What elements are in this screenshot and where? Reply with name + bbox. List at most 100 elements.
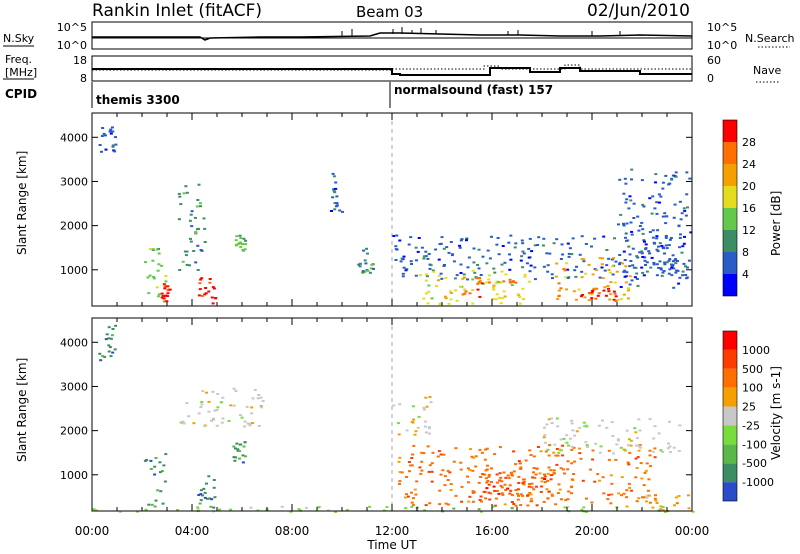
data-point [687, 507, 691, 510]
data-point [405, 429, 409, 432]
data-point [629, 444, 633, 447]
data-point [198, 288, 202, 291]
data-point [241, 461, 245, 464]
data-point [164, 280, 168, 283]
data-point [619, 286, 623, 288]
data-point [613, 281, 617, 284]
colorbar-tick-label: 100 [742, 382, 763, 395]
data-point [454, 494, 458, 497]
data-point [508, 492, 512, 495]
data-point [150, 503, 154, 506]
data-point [575, 265, 578, 268]
data-point [509, 489, 513, 492]
data-point [516, 492, 519, 495]
data-point [644, 243, 648, 246]
station-title: Rankin Inlet (fitACF) [92, 1, 262, 21]
data-point [166, 285, 170, 288]
data-point [160, 296, 164, 299]
data-point [494, 497, 498, 500]
data-point [622, 250, 626, 253]
data-point [503, 295, 507, 298]
data-point [637, 418, 641, 421]
cpid-themis: themis 3300 [96, 93, 180, 107]
data-point [413, 433, 417, 436]
data-point [514, 242, 518, 245]
power-panel: Slant Range [km] 1000 2000 3000 4000 [15, 112, 693, 307]
data-point [479, 510, 483, 513]
data-point [635, 278, 639, 280]
data-point [488, 274, 491, 277]
data-point [548, 444, 552, 447]
data-point [154, 457, 158, 459]
data-point [601, 476, 605, 479]
data-point [136, 510, 139, 513]
data-point [510, 507, 514, 509]
data-point [637, 449, 641, 452]
data-point [410, 505, 414, 508]
data-point [203, 491, 207, 494]
data-point [585, 425, 589, 428]
data-point [527, 247, 531, 250]
data-point [100, 150, 103, 153]
data-point [203, 227, 207, 230]
data-point [512, 281, 516, 283]
data-point [434, 248, 438, 251]
y-tick-label: 1000 [60, 264, 88, 277]
data-point [591, 458, 595, 461]
data-point [535, 485, 538, 488]
data-point [645, 270, 649, 273]
data-point [492, 267, 496, 270]
x-tick-label: 16:00 [475, 524, 510, 538]
velocity-colorbar-label-text: Velocity [m s-1] [769, 366, 783, 460]
data-point [580, 270, 584, 273]
data-point [668, 445, 672, 448]
data-point [459, 239, 463, 242]
data-point [587, 292, 591, 294]
data-point [543, 426, 546, 429]
y-tick-label: 4000 [60, 336, 88, 349]
data-point [631, 264, 635, 267]
data-point [405, 476, 408, 478]
data-point [214, 297, 218, 299]
data-point [628, 253, 632, 256]
data-point [499, 484, 503, 487]
data-point [493, 504, 497, 507]
data-point [495, 293, 499, 296]
data-point [506, 474, 510, 477]
data-point [452, 507, 456, 510]
data-point [674, 171, 678, 174]
data-point [539, 490, 543, 493]
data-point [523, 275, 527, 278]
data-point [163, 480, 167, 483]
data-point [442, 265, 446, 267]
data-point [114, 324, 118, 327]
data-point [653, 242, 657, 245]
data-point [508, 484, 512, 487]
data-point [615, 270, 619, 273]
data-point [555, 238, 559, 241]
data-point [401, 272, 405, 275]
data-point [304, 506, 308, 509]
data-point [642, 205, 646, 208]
data-point [211, 390, 215, 393]
data-point [188, 219, 192, 222]
data-point [216, 406, 220, 409]
data-point [212, 486, 216, 489]
data-point [212, 417, 216, 420]
velocity-colorbar-bands [722, 330, 738, 502]
data-point [160, 470, 164, 473]
data-point [622, 222, 625, 225]
power-colorbar-ticks: 4 8 12 16 20 24 28 [742, 136, 756, 281]
freq-label-2: [MHz] [5, 66, 37, 79]
data-point [582, 506, 586, 509]
data-point [668, 182, 672, 185]
data-point [659, 449, 663, 452]
data-point [449, 241, 453, 243]
data-point [471, 492, 475, 494]
data-point [609, 502, 613, 505]
data-point [242, 237, 246, 240]
data-point [535, 504, 539, 507]
data-point [517, 494, 520, 497]
data-point [461, 293, 465, 296]
data-point [422, 255, 426, 258]
